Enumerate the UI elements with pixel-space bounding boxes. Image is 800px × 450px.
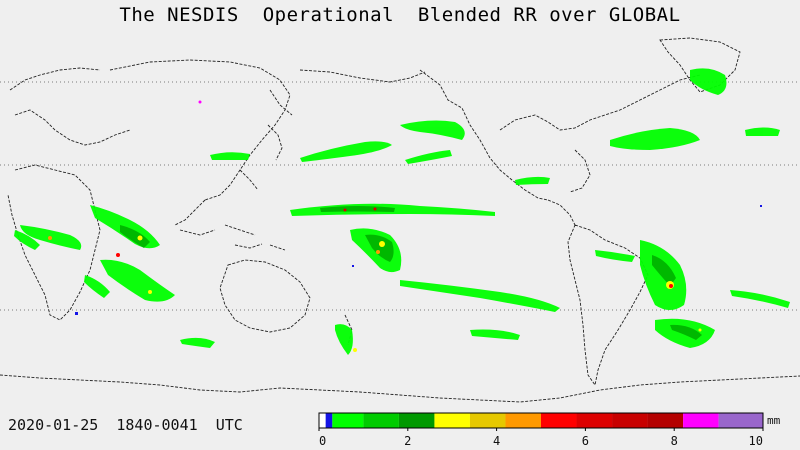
rain-south-atlantic-core (670, 324, 702, 340)
rain-atlantic-band (595, 250, 635, 262)
coastlines (0, 37, 800, 403)
coast-japan (267, 124, 283, 161)
coast-north-america (419, 69, 701, 226)
rain-madagascar-area (84, 275, 110, 298)
rain-trace-1 (75, 312, 78, 315)
map-title: The NESDIS Operational Blended RR over G… (119, 4, 681, 26)
colorbar-bin-0 (319, 413, 326, 428)
rain-southern-ocean-1 (180, 337, 215, 348)
rain-spcz-core (365, 234, 394, 262)
rain-east-atlantic (745, 127, 780, 136)
colorbar-bin-8 (541, 413, 577, 428)
rain-south-pacific-band (400, 280, 560, 312)
rain-rate-colorbar: 0 2 4 6 8 10 (318, 412, 764, 448)
global-rain-rate-map (0, 37, 800, 403)
rain-north-atlantic (610, 128, 700, 150)
rain-southern-ocean-2 (335, 324, 353, 355)
coast-asia (109, 59, 293, 226)
rain-heavy-spcz (379, 241, 385, 247)
rain-heavy-south-america-2 (669, 284, 673, 288)
colorbar-bins (319, 413, 763, 428)
rain-heavy-pacific (353, 348, 357, 352)
colorbar-tick-label-3: 6 (582, 434, 589, 448)
rain-north-pacific-east (400, 120, 465, 140)
colorbar-bin-12 (683, 413, 719, 428)
rain-north-pacific-front (300, 141, 392, 162)
colorbar-ticks: 0 2 4 6 8 10 (318, 428, 764, 448)
colorbar-bin-7 (505, 413, 541, 428)
colorbar-bin-11 (647, 413, 684, 428)
coast-new-zealand (344, 314, 353, 346)
coast-south-america (567, 224, 649, 387)
rain-africa-south (100, 259, 175, 302)
colorbar-tick-label-2: 4 (493, 434, 500, 448)
colorbar-tick-label-0: 0 (319, 434, 326, 448)
colorbar-bin-4 (398, 413, 435, 428)
colorbar-bin-1 (325, 413, 333, 428)
colorbar-bin-2 (332, 413, 364, 428)
rain-mediterranean (210, 152, 250, 160)
colorbar-unit: mm (767, 414, 781, 427)
rain-trace-3 (760, 205, 762, 207)
precipitation-areas (14, 68, 790, 355)
colorbar-bin-10 (612, 413, 648, 428)
rain-heavy-australia-2 (116, 253, 120, 257)
colorbar-frame (318, 412, 764, 429)
rain-gulf-stream (515, 176, 550, 185)
rain-heavy-africa (148, 290, 152, 294)
colorbar-tick-label-4: 8 (671, 434, 678, 448)
rain-southern-ocean-3 (730, 290, 790, 308)
rain-heavy-indian (48, 236, 52, 240)
rain-heavy-australia (137, 235, 143, 241)
colorbar-bin-13 (718, 413, 763, 428)
colorbar-tick-label-1: 2 (404, 434, 411, 448)
coast-alaska (299, 69, 426, 83)
colorbar-tick-label-5: 10 (749, 434, 763, 448)
colorbar-bin-6 (469, 413, 506, 428)
valid-time-label: 2020-01-25 1840-0041 UTC (8, 416, 243, 434)
rain-south-america-core (652, 255, 676, 286)
rain-trace-2 (352, 265, 354, 267)
rain-greenland-sea (690, 68, 727, 95)
colorbar-bin-9 (576, 413, 613, 428)
colorbar-bin-5 (434, 413, 470, 428)
latitude-gridlines (0, 81, 800, 311)
rain-heavy-itcz-2 (373, 207, 377, 211)
colorbar-bin-3 (363, 413, 399, 428)
rain-heavy-spcz-2 (376, 250, 380, 254)
rain-central-pacific (405, 150, 452, 164)
rain-australia-core (120, 225, 150, 248)
rain-heavy-magenta (198, 100, 202, 104)
coast-europe (9, 67, 131, 146)
rain-heavy-itcz (343, 208, 347, 212)
rain-heavy-atlantic (698, 328, 702, 332)
rain-southern-ocean-4 (470, 329, 520, 340)
coast-maritime-continent (179, 224, 286, 251)
coast-antarctica (0, 374, 800, 403)
rain-itcz-core (320, 206, 395, 212)
rain-europe (14, 230, 40, 250)
coast-africa (7, 164, 101, 321)
coast-australia (219, 259, 311, 333)
